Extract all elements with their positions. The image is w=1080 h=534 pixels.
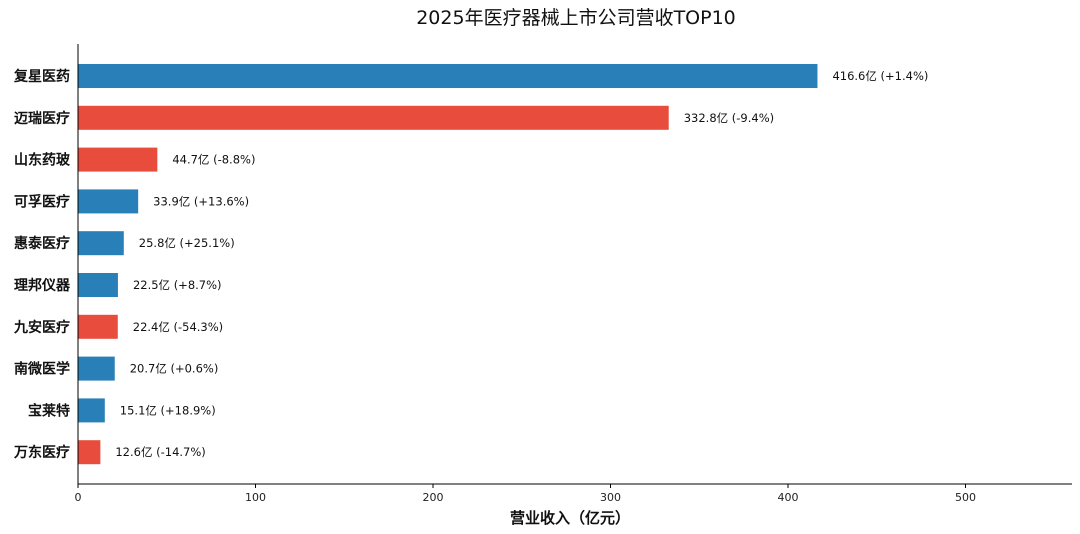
bar [78,356,115,381]
bar [78,189,139,214]
category-label: 惠泰医疗 [14,235,70,252]
data-label: 44.7亿 (-8.8%) [172,153,255,167]
bar [78,147,158,172]
category-label: 理邦仪器 [14,277,71,294]
data-label: 12.6亿 (-14.7%) [115,445,205,459]
category-label: 迈瑞医疗 [14,110,70,127]
x-tick-label: 400 [778,491,799,504]
data-label: 416.6亿 (+1.4%) [832,69,928,83]
bars-group [78,64,818,465]
data-label: 15.1亿 (+18.9%) [120,403,216,417]
data-label: 33.9亿 (+13.6%) [153,194,249,208]
category-label: 九安医疗 [13,319,70,336]
category-label: 宝莱特 [28,402,70,419]
bar [78,105,669,130]
bar [78,440,101,465]
x-tick-label: 300 [600,491,621,504]
chart-title: 2025年医疗器械上市公司营收TOP10 [416,7,736,29]
bar [78,314,118,339]
bar [78,64,818,88]
x-tick-label: 100 [245,491,266,504]
bar [78,398,105,423]
data-label: 25.8亿 (+25.1%) [139,236,235,250]
data-label: 332.8亿 (-9.4%) [684,111,774,125]
x-axis-ticks: 0 100 200 300 400 500 [75,484,976,504]
data-label: 22.4亿 (-54.3%) [133,320,223,334]
category-label: 南微医学 [14,361,70,378]
category-label: 万东医疗 [13,444,70,461]
bar [78,231,124,256]
data-label: 22.5亿 (+8.7%) [133,278,222,292]
data-labels: 416.6亿 (+1.4%) 332.8亿 (-9.4%) 44.7亿 (-8.8%… [115,69,928,459]
x-axis-label: 营业收入（亿元） [510,509,630,527]
category-label: 可孚医疗 [14,193,70,210]
category-label: 复星医药 [13,68,70,85]
x-tick-label: 0 [75,491,82,504]
category-label: 山东药玻 [14,152,71,169]
x-tick-label: 500 [955,491,976,504]
x-tick-label: 200 [423,491,444,504]
data-label: 20.7亿 (+0.6%) [130,362,219,376]
bar [78,273,118,297]
